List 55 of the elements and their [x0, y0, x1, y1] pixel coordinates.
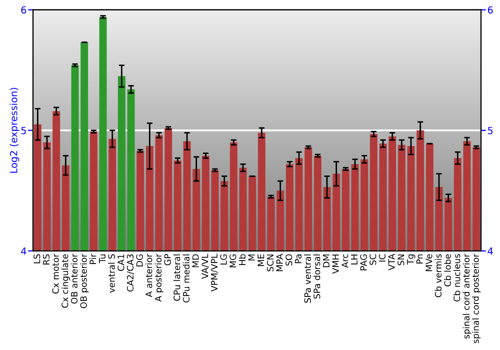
x-tick-label: ventral S: [108, 254, 115, 293]
x-tick-label: SPa ventral: [304, 254, 311, 303]
x-tick-label: DM: [323, 254, 330, 268]
x-tick-label: spinal cord posterior: [472, 254, 481, 344]
x-tick-label: Hb: [238, 254, 246, 266]
x-tick-label: SPa dorsal: [313, 254, 320, 299]
x-tick-label: MPA: [276, 254, 283, 272]
x-tick-label: GP: [164, 254, 171, 266]
x-tick-label: LH: [351, 254, 358, 264]
x-tick-label: OB anterior: [70, 254, 78, 304]
x-tick-label: MG: [230, 254, 236, 268]
x-tick-label: Pa: [295, 254, 302, 264]
x-tick-label: OB posterior: [80, 254, 89, 308]
y-tick-label: 6: [21, 6, 26, 14]
x-tick-label: Cx cingulate: [61, 254, 70, 308]
x-tick-label: SC: [370, 254, 376, 265]
x-tick-label: CA2/CA3: [126, 254, 134, 292]
x-tick-label: Tu: [99, 254, 106, 264]
x-tick-label: DG: [136, 254, 143, 266]
x-tick-label: SCN: [266, 254, 274, 272]
x-tick-label: M: [248, 254, 255, 260]
x-tick-label: ME: [258, 254, 264, 266]
x-tick-label: VMH: [332, 254, 339, 274]
y2-tick-label: 4: [488, 248, 493, 255]
y2-tick-label: 5: [488, 126, 493, 134]
x-tick-label: MD: [192, 254, 199, 268]
y-tick-label: 5: [21, 126, 26, 134]
y-axis-title: Log2 (expression): [10, 88, 20, 173]
x-tick-label: Arc: [342, 254, 348, 268]
x-tick-label: IC: [378, 254, 386, 262]
x-tick-label: spinal cord anterior: [462, 254, 472, 339]
x-tick-label: Pir: [89, 254, 96, 264]
x-tick-label: SN: [398, 254, 404, 266]
x-tick-label: Cb nucleus: [453, 254, 460, 302]
x-tick-label: VTA: [388, 254, 395, 270]
x-tick-label: LS: [34, 254, 40, 264]
x-tick-label: CPu medial: [182, 254, 190, 302]
x-tick-label: Cx motor: [52, 254, 59, 294]
x-tick-label: Tg: [407, 254, 416, 265]
x-tick-label: RS: [42, 254, 50, 265]
x-tick-label: A anterior: [145, 254, 152, 298]
x-tick-label: VA/VL: [202, 254, 209, 279]
x-tick-label: LG: [220, 254, 227, 265]
y-tick-label: 4: [21, 248, 26, 255]
x-tick-label: Pn: [416, 254, 423, 264]
x-tick-label: VPM/VPL: [211, 254, 218, 292]
x-tick-label: PAG: [360, 254, 367, 270]
x-tick-label: SO: [286, 254, 292, 266]
x-tick-label: CPu lateral: [173, 254, 180, 301]
x-tick-label: A posterior: [154, 254, 164, 302]
x-tick-label: MVe: [426, 254, 432, 272]
x-tick-label: Cb lobe: [444, 254, 451, 286]
x-tick-label: Cb vermis: [434, 254, 442, 298]
y2-tick-label: 6: [488, 6, 493, 14]
x-tick-label: CA1: [118, 254, 124, 271]
